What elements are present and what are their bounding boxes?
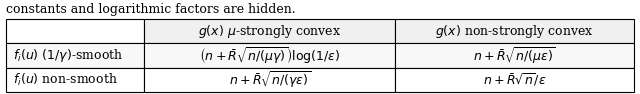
Text: $f_i(u)$ non-smooth: $f_i(u)$ non-smooth	[13, 72, 118, 88]
Text: constants and logarithmic factors are hidden.: constants and logarithmic factors are hi…	[6, 3, 296, 16]
Bar	[6, 68, 145, 92]
Bar	[396, 43, 634, 68]
Bar	[145, 68, 396, 92]
Bar	[6, 43, 145, 68]
Text: $n + \bar{R}\sqrt{n/(\gamma\epsilon)}$: $n + \bar{R}\sqrt{n/(\gamma\epsilon)}$	[228, 69, 311, 90]
Text: $n + \bar{R}\sqrt{n/(\mu\epsilon)}$: $n + \bar{R}\sqrt{n/(\mu\epsilon)}$	[473, 45, 556, 66]
Text: $g(x)$ non-strongly convex: $g(x)$ non-strongly convex	[435, 23, 594, 39]
Bar	[145, 43, 396, 68]
Text: $\left(n + \bar{R}\sqrt{n/(\mu\gamma)}\right) \log(1/\epsilon)$: $\left(n + \bar{R}\sqrt{n/(\mu\gamma)}\r…	[199, 45, 340, 66]
Text: $g(x)$ $\mu$-strongly convex: $g(x)$ $\mu$-strongly convex	[198, 23, 341, 39]
Bar	[396, 19, 634, 43]
Bar	[396, 68, 634, 92]
Text: $n + \bar{R}\sqrt{n}/\epsilon$: $n + \bar{R}\sqrt{n}/\epsilon$	[483, 72, 546, 88]
Bar	[145, 19, 396, 43]
Text: $f_i(u)$ $(1/\gamma)$-smooth: $f_i(u)$ $(1/\gamma)$-smooth	[13, 47, 123, 64]
Bar	[6, 19, 145, 43]
